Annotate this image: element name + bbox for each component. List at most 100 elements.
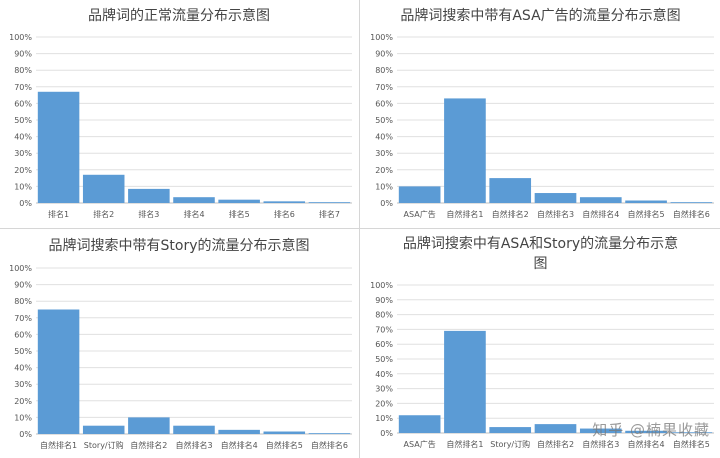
x-tick-label: 自然排名5 <box>628 209 665 219</box>
chart-title: 品牌词搜索中带有Story的流量分布示意图 <box>49 237 310 254</box>
y-tick-label: 20% <box>14 166 32 175</box>
bar <box>263 431 306 434</box>
chart-panel-4: 品牌词搜索中有ASA和Story的流量分布示意图 0% 10% 20% 30% 40% 50… <box>361 230 720 458</box>
y-tick-label: 10% <box>14 182 32 191</box>
y-tick-label: 30% <box>14 149 32 158</box>
y-tick-label: 80% <box>14 297 32 306</box>
bar <box>670 202 713 203</box>
y-tick-label: 70% <box>375 325 393 334</box>
watermark-text: 知乎 @楠果收藏 <box>592 421 710 439</box>
y-tick-label: 40% <box>375 133 393 142</box>
chart-3: 品牌词搜索中带有Story的流量分布示意图 0% 10% 20% 30% 40% 50% 60… <box>9 237 352 450</box>
x-tick-label: 自然排名5 <box>673 439 710 449</box>
x-tick-label: 自然排名1 <box>446 209 483 219</box>
bar <box>173 197 215 203</box>
x-tick-label: 自然排名4 <box>582 209 619 219</box>
y-tick-label: 40% <box>375 370 393 379</box>
bar <box>444 330 486 433</box>
x-tick-label: 自然排名3 <box>175 440 212 450</box>
x-tick-label: 排名5 <box>229 209 250 219</box>
x-tick-label: ASA广告 <box>404 439 436 449</box>
panel-divider-horizontal <box>0 228 720 229</box>
bar <box>625 430 667 433</box>
bar <box>308 433 351 434</box>
x-tick-label: 自然排名4 <box>221 440 258 450</box>
bar <box>534 193 577 203</box>
bar <box>625 200 667 203</box>
y-tick-label: 30% <box>14 380 32 389</box>
x-tick-label: 自然排名6 <box>673 209 710 219</box>
y-tick-label: 10% <box>375 182 393 191</box>
y-tick-label: 50% <box>14 116 32 125</box>
bar <box>308 202 351 203</box>
y-tick-label: 90% <box>375 296 393 305</box>
y-tick-label: 50% <box>375 116 393 125</box>
bar <box>444 98 486 203</box>
y-tick-label: 100% <box>9 33 32 42</box>
chart-title: 品牌词搜索中有ASA和Story的流量分布示意 <box>403 235 678 252</box>
y-tick-label: 30% <box>375 385 393 394</box>
y-tick-label: 50% <box>375 355 393 364</box>
y-tick-label: 60% <box>14 330 32 339</box>
bar <box>263 201 306 203</box>
bar <box>218 199 260 203</box>
y-tick-label: 60% <box>14 99 32 108</box>
y-tick-label: 70% <box>14 83 32 92</box>
x-tick-label: 自然排名1 <box>40 440 77 450</box>
y-tick-label: 60% <box>375 99 393 108</box>
x-tick-label: Story/订购 <box>84 440 124 450</box>
y-tick-label: 20% <box>375 166 393 175</box>
x-tick-label: 自然排名5 <box>266 440 303 450</box>
bar <box>82 425 125 434</box>
y-tick-label: 70% <box>375 83 393 92</box>
x-tick-label: 自然排名4 <box>628 439 665 449</box>
x-tick-label: 排名7 <box>319 209 340 219</box>
bar <box>398 415 441 433</box>
bar <box>128 417 170 434</box>
x-tick-label: 自然排名2 <box>492 209 529 219</box>
y-tick-label: 40% <box>14 133 32 142</box>
bar <box>82 174 125 203</box>
x-tick-label: 排名2 <box>93 209 114 219</box>
x-tick-label: 自然排名1 <box>446 439 483 449</box>
bar <box>579 197 622 203</box>
y-tick-label: 10% <box>375 414 393 423</box>
chart-title-line2: 图 <box>534 256 548 272</box>
bar <box>398 186 441 203</box>
x-tick-label: 排名6 <box>274 209 295 219</box>
x-tick-label: 自然排名6 <box>311 440 348 450</box>
bar <box>37 309 80 434</box>
chart-panel-1: 品牌词的正常流量分布示意图 0% 10% 20% 30% 40% 50% 60% 70% 80% 9… <box>0 0 358 226</box>
bar <box>173 425 215 434</box>
bar <box>579 428 622 433</box>
y-tick-label: 0% <box>380 199 393 208</box>
chart-2: 品牌词搜索中带有ASA广告的流量分布示意图 0% 10% 20% 30% 40% 50% 60… <box>370 7 714 219</box>
x-tick-label: 自然排名3 <box>582 439 619 449</box>
x-tick-label: 排名1 <box>48 209 69 219</box>
chart-title: 品牌词搜索中带有ASA广告的流量分布示意图 <box>400 7 680 24</box>
bar <box>37 91 80 203</box>
y-tick-label: 80% <box>14 66 32 75</box>
panel-divider-vertical <box>359 0 360 458</box>
x-tick-label: 排名3 <box>138 209 159 219</box>
x-tick-label: 排名4 <box>183 209 204 219</box>
chart-1: 品牌词的正常流量分布示意图 0% 10% 20% 30% 40% 50% 60% 70% 80% 9… <box>9 7 352 219</box>
y-tick-label: 20% <box>375 399 393 408</box>
y-tick-label: 0% <box>19 199 32 208</box>
x-tick-label: 自然排名2 <box>130 440 167 450</box>
chart-panel-2: 品牌词搜索中带有ASA广告的流量分布示意图 0% 10% 20% 30% 40% 50% 60… <box>361 0 720 226</box>
x-tick-label: 自然排名3 <box>537 209 574 219</box>
y-tick-label: 10% <box>14 413 32 422</box>
y-tick-label: 0% <box>380 429 393 438</box>
y-tick-label: 0% <box>19 430 32 439</box>
y-tick-label: 80% <box>375 311 393 320</box>
y-tick-label: 100% <box>370 281 393 290</box>
bar <box>218 429 260 434</box>
y-tick-label: 70% <box>14 314 32 323</box>
bar <box>489 178 532 203</box>
y-tick-label: 100% <box>370 33 393 42</box>
y-tick-label: 90% <box>375 50 393 59</box>
y-tick-label: 30% <box>375 149 393 158</box>
y-tick-label: 90% <box>14 50 32 59</box>
